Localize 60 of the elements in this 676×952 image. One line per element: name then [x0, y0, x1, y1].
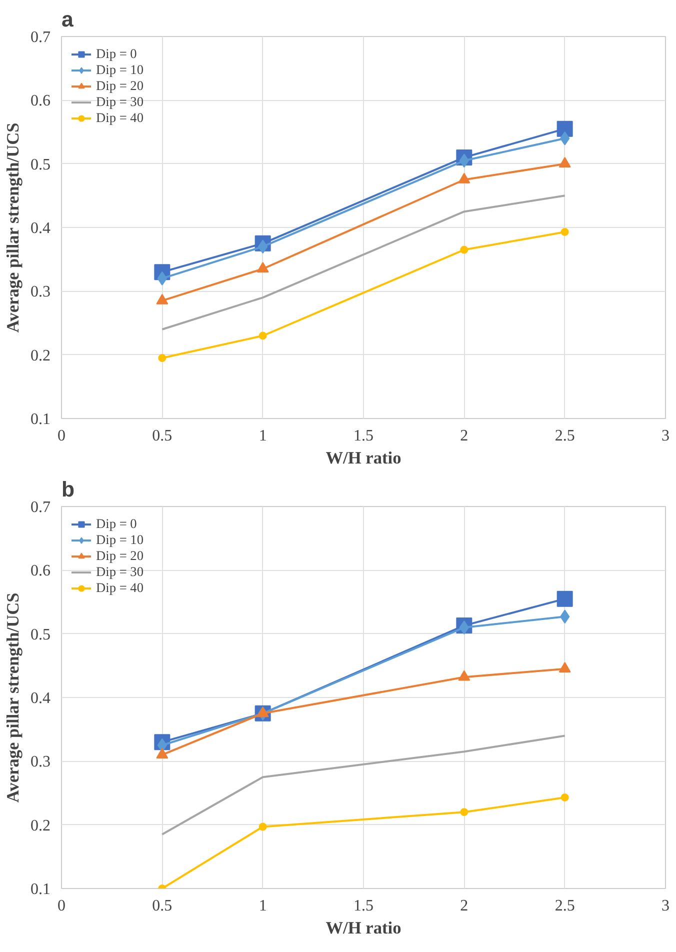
- x-tick-label: 1.5: [354, 428, 374, 444]
- y-tick-label: 0.5: [30, 156, 50, 174]
- y-tick-label: 0.3: [30, 754, 50, 771]
- point: [458, 670, 470, 681]
- x-tick-label: 3: [662, 898, 670, 914]
- y-tick-label: 0.6: [30, 92, 50, 110]
- line-series: [161, 194, 566, 330]
- y-tick-label: 0.5: [30, 626, 50, 644]
- x-axis-title: W/H ratio: [326, 448, 402, 468]
- point: [256, 262, 269, 273]
- y-tick-label: 0.6: [30, 562, 50, 580]
- y-tick-label: 0.1: [30, 881, 50, 898]
- y-axis-title: Average pillar strength/UCS: [4, 122, 22, 333]
- x-tick-label: 2.5: [554, 428, 575, 444]
- legend-label: Dip = 40: [96, 580, 144, 596]
- y-tick-label: 0.4: [30, 690, 50, 707]
- point: [258, 822, 267, 831]
- x-tick-label: 0.5: [152, 898, 172, 914]
- y-tick-label: 0.7: [30, 499, 50, 516]
- x-tick-label: 2: [460, 428, 468, 444]
- x-tick-label: 1: [258, 898, 267, 914]
- point: [560, 228, 569, 236]
- legend-label: Dip = 20: [96, 78, 144, 94]
- point: [558, 662, 571, 673]
- legend-label: Dip = 20: [96, 548, 144, 564]
- legend-label: Dip = 0: [96, 46, 137, 62]
- x-axis-title: W/H ratio: [326, 918, 402, 938]
- x-tick-label: 3: [662, 428, 670, 444]
- point: [556, 120, 573, 137]
- y-tick-label: 0.3: [30, 284, 50, 301]
- point: [458, 172, 470, 184]
- x-tick-label: 2: [460, 898, 468, 914]
- legend-label: Dip = 0: [96, 516, 137, 532]
- x-tick-label: 2.5: [554, 898, 575, 914]
- legend-label: Dip = 30: [96, 564, 144, 580]
- point: [158, 354, 166, 362]
- legend-label: Dip = 10: [96, 532, 144, 548]
- line-series: [161, 734, 566, 836]
- point: [258, 332, 267, 340]
- legend-label: Dip = 40: [96, 110, 144, 126]
- point: [556, 590, 573, 607]
- x-tick-label: 1.5: [354, 898, 374, 914]
- y-tick-label: 0.2: [30, 817, 50, 834]
- y-tick-label: 0.4: [30, 220, 50, 237]
- legend-label: Dip = 30: [96, 94, 144, 110]
- point: [560, 793, 569, 802]
- legend-label: Dip = 10: [96, 62, 144, 78]
- x-tick-label: 1: [258, 428, 267, 444]
- point: [558, 156, 571, 168]
- x-tick-label: 0: [58, 898, 66, 914]
- y-tick-label: 0.2: [30, 347, 50, 364]
- chart-title: a: [62, 8, 74, 32]
- point: [460, 246, 468, 254]
- x-tick-label: 0.5: [152, 428, 172, 444]
- y-axis-title: Average pillar strength/UCS: [4, 592, 22, 803]
- point: [460, 808, 468, 816]
- y-tick-label: 0.1: [30, 411, 50, 428]
- x-tick-label: 0: [58, 428, 66, 444]
- chart-title: b: [62, 478, 75, 502]
- y-tick-label: 0.7: [30, 29, 50, 46]
